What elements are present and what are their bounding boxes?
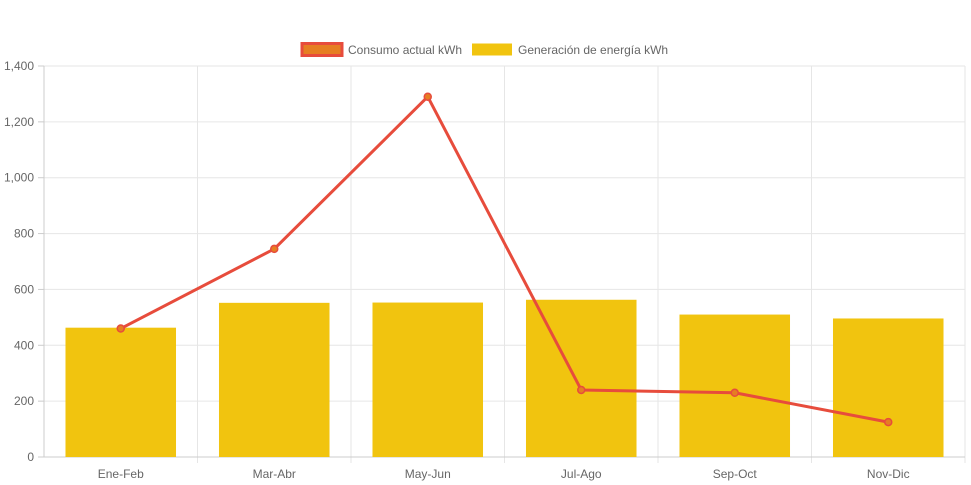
- y-tick-label: 1,200: [4, 115, 34, 129]
- vertical-gridlines: [197, 66, 966, 463]
- legend-item-consumo[interactable]: Consumo actual kWh: [300, 42, 462, 57]
- legend-swatch-generacion: [472, 43, 512, 56]
- x-tick-label: Ene-Feb: [98, 467, 144, 481]
- horizontal-gridlines: [38, 65, 965, 458]
- x-tick-label: Nov-Dic: [867, 467, 910, 481]
- x-tick-label: Mar-Abr: [253, 467, 296, 481]
- point-mar-abr[interactable]: [270, 244, 279, 254]
- y-tick-label: 1,000: [4, 171, 34, 185]
- consumo-line: [120, 95, 889, 424]
- bar-sep-oct[interactable]: [679, 314, 791, 457]
- x-tick-label: Jul-Ago: [561, 467, 602, 481]
- line-series: [116, 92, 893, 427]
- point-may-jun[interactable]: [423, 92, 432, 101]
- y-tick-label: 0: [27, 450, 34, 464]
- point-jul-ago[interactable]: [577, 385, 586, 395]
- bar-jul-ago[interactable]: [525, 299, 637, 457]
- bar-may-jun[interactable]: [372, 302, 484, 457]
- y-tick-label: 200: [14, 394, 34, 408]
- y-axis-ticks: 0 200 400 600 800 1,000 1,200 1,400: [4, 59, 34, 464]
- point-nov-dic[interactable]: [884, 417, 893, 427]
- point-sep-oct[interactable]: [730, 388, 739, 398]
- y-tick-label: 1,400: [4, 59, 34, 73]
- bar-mar-abr[interactable]: [218, 302, 330, 457]
- y-tick-label: 800: [14, 227, 34, 241]
- legend-swatch-consumo: [300, 42, 344, 57]
- x-axis-ticks: Ene-Feb Mar-Abr May-Jun Jul-Ago Sep-Oct Nov-D…: [98, 467, 910, 481]
- x-tick-label: Sep-Oct: [713, 467, 758, 481]
- bar-nov-dic[interactable]: [832, 318, 944, 457]
- bar-series: [65, 299, 944, 457]
- bar-ene-feb[interactable]: [65, 327, 177, 457]
- y-tick-label: 400: [14, 338, 34, 352]
- x-tick-label: May-Jun: [405, 467, 451, 481]
- point-ene-feb[interactable]: [116, 324, 125, 333]
- legend-label-generacion: Generación de energía kWh: [518, 43, 668, 57]
- y-tick-label: 600: [14, 282, 34, 296]
- legend: Consumo actual kWh Generación de energía…: [300, 42, 668, 57]
- legend-item-generacion[interactable]: Generación de energía kWh: [472, 43, 668, 57]
- legend-label-consumo: Consumo actual kWh: [348, 43, 462, 57]
